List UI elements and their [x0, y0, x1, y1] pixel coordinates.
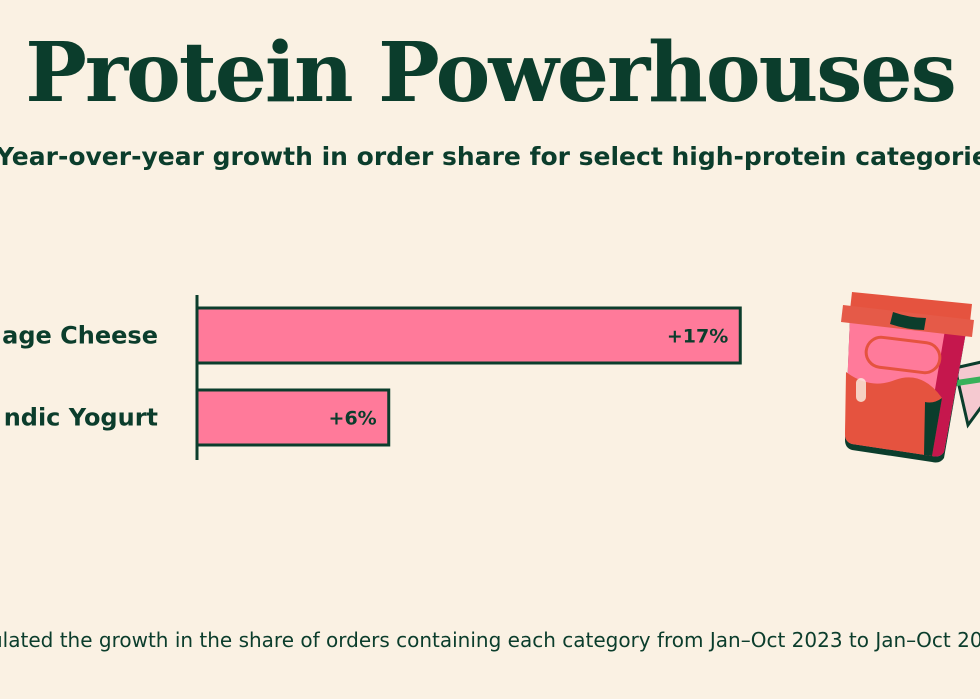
data-label: +6% — [329, 408, 377, 430]
chart-subtitle: Year-over-year growth in order share for… — [0, 142, 980, 171]
category-label: ndic Yogurt — [4, 404, 158, 432]
chart-title: Protein Powerhouses — [25, 25, 956, 121]
footnote: ulated the growth in the share of orders… — [0, 628, 980, 652]
category-label: age Cheese — [2, 322, 158, 350]
data-label: +17% — [667, 326, 728, 348]
bar — [195, 306, 742, 365]
yogurt-cup-illustration — [841, 292, 980, 463]
bar — [195, 388, 391, 447]
bars-layer: age Cheese +17% ndic Yogurt +6% — [2, 306, 742, 447]
